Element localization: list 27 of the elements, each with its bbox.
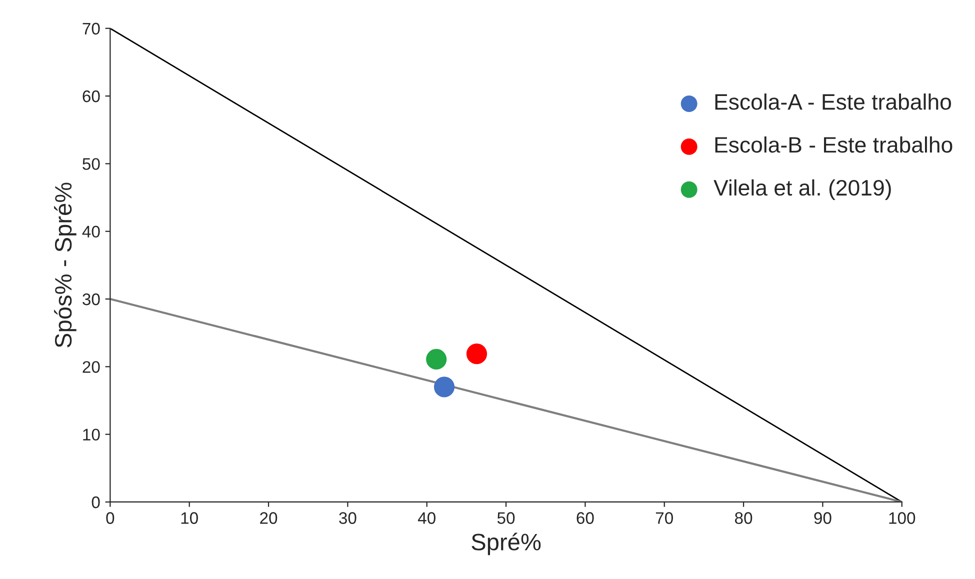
y-tick-label: 20	[82, 361, 100, 373]
x-tick-label: 50	[497, 512, 515, 524]
x-tick-label: 20	[260, 512, 278, 524]
x-tick-label: 30	[339, 512, 356, 524]
x-tick-label: 90	[814, 512, 832, 524]
legend-label: Vilela et al. (2019)	[714, 179, 891, 200]
y-tick-label: 60	[82, 90, 100, 102]
x-tick-label: 60	[576, 512, 594, 524]
x-tick-label: 10	[181, 512, 198, 524]
y-tick-label: 10	[83, 428, 100, 441]
x-tick-label: 70	[656, 512, 673, 524]
y-tick-label: 30	[82, 293, 100, 306]
x-tick-label: 100	[889, 512, 916, 524]
point	[426, 348, 447, 370]
x-tick-label: 80	[734, 512, 752, 524]
x-tick-label: 40	[418, 512, 436, 524]
legend-label: Escola-B - Este trabalho	[715, 136, 952, 153]
x-tick-label: 0	[106, 512, 114, 524]
legend-label: Escola-A - Este trabalho	[715, 93, 951, 110]
y-tick-label: 40	[82, 226, 100, 238]
y-tick-label: 50	[82, 158, 100, 170]
y-axis-title: Spós% - Spré%	[54, 182, 76, 348]
y-tick-label: 70	[82, 22, 100, 35]
point	[466, 344, 488, 364]
y-tick-label: 0	[92, 496, 100, 508]
x-axis-title: Spré%	[472, 532, 541, 556]
point	[434, 376, 455, 398]
